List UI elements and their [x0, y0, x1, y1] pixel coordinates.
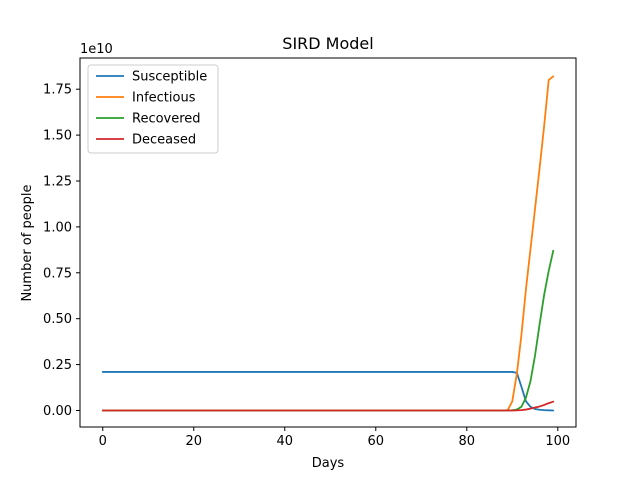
- y-tick-label: 1.75: [43, 83, 72, 98]
- y-tick-label: 0.50: [43, 312, 72, 327]
- x-tick-label: 100: [545, 434, 570, 449]
- chart-title: SIRD Model: [282, 34, 373, 53]
- y-tick-label: 0.00: [43, 404, 72, 419]
- legend-box: [87, 64, 219, 154]
- x-tick-label: 40: [276, 434, 293, 449]
- x-tick-label: 0: [99, 434, 107, 449]
- y-offset-text: 1e10: [80, 42, 113, 57]
- y-axis: 0.00 0.25 0.50 0.75 1.00 1.25 1.50 1.75: [43, 83, 80, 419]
- legend-label-deceased: Deceased: [132, 133, 196, 148]
- legend-label-infectious: Infectious: [132, 91, 196, 106]
- y-tick-label: 0.25: [43, 358, 72, 373]
- y-tick-label: 1.00: [43, 220, 72, 235]
- plot-lines: [101, 75, 555, 412]
- x-axis-label: Days: [312, 456, 345, 471]
- series-line-deceased: [101, 400, 555, 412]
- y-axis-label: Number of people: [20, 184, 35, 301]
- series-line-susceptible: [101, 371, 555, 412]
- x-tick-label: 60: [368, 434, 385, 449]
- legend-label-susceptible: Susceptible: [132, 70, 207, 85]
- y-tick-label: 1.50: [43, 129, 72, 144]
- plot-frame: [79, 57, 577, 428]
- y-tick-label: 1.25: [43, 175, 72, 190]
- x-tick-label: 20: [185, 434, 202, 449]
- x-tick-label: 80: [459, 434, 476, 449]
- y-tick-label: 0.75: [43, 266, 72, 281]
- legend-label-recovered: Recovered: [132, 112, 201, 127]
- x-axis: 0 20 40 60 80 100: [99, 427, 570, 449]
- legend: Susceptible Infectious Recovered Deceased: [87, 64, 219, 154]
- series-line-recovered: [101, 249, 555, 412]
